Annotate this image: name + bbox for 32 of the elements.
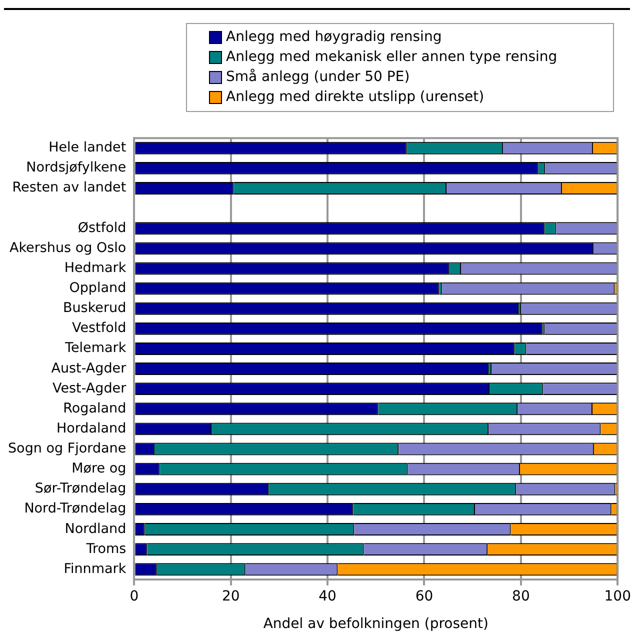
y-tick-label: Aust-Agder	[51, 360, 127, 376]
y-tick-label: Buskerud	[62, 300, 126, 316]
y-tick-label: Hedmark	[64, 260, 126, 276]
x-tick-label: 20	[222, 588, 240, 604]
y-tick-label: Telemark	[64, 340, 126, 356]
y-tick-label: Troms	[85, 540, 126, 557]
y-tick-label: Oppland	[69, 280, 126, 296]
y-tick-label: Sør-Trøndelag	[34, 480, 126, 497]
y-tick-label: Vestfold	[72, 320, 126, 336]
y-tick-label: Nordsjøfylkene	[26, 160, 126, 176]
y-tick-label: Vest-Agder	[52, 380, 127, 396]
y-tick-label: Sogn og Fjordane	[8, 440, 126, 457]
legend-label: Anlegg med direkte utslipp (urenset)	[226, 88, 484, 107]
x-axis-title: Andel av befolkningen (prosent)	[263, 616, 488, 632]
y-tick-label: Møre og	[72, 460, 126, 477]
y-tick-label: Hordaland	[56, 420, 126, 436]
y-tick-label: Nordland	[64, 520, 126, 537]
y-tick-label: Rogaland	[63, 400, 126, 416]
y-tick-label: Østfold	[78, 220, 126, 236]
x-tick-label: 100	[604, 588, 632, 604]
y-tick-label: Hele landet	[48, 140, 126, 156]
legend-label: Små anlegg (under 50 PE)	[226, 68, 410, 87]
y-tick-label: Finnmark	[64, 560, 126, 577]
x-tick-label: 80	[512, 588, 530, 604]
legend-label: Anlegg med høygradig rensing	[226, 28, 442, 47]
y-tick-label: Nord-Trøndelag	[24, 500, 126, 517]
legend-label: Anlegg med mekanisk eller annen type rensing	[226, 48, 558, 67]
x-tick-label: 60	[415, 588, 434, 604]
x-tick-label: 40	[318, 588, 336, 604]
y-tick-label: Resten av landet	[12, 180, 126, 196]
y-tick-label: Akershus og Oslo	[9, 240, 126, 256]
x-tick-label: 0	[130, 588, 139, 604]
